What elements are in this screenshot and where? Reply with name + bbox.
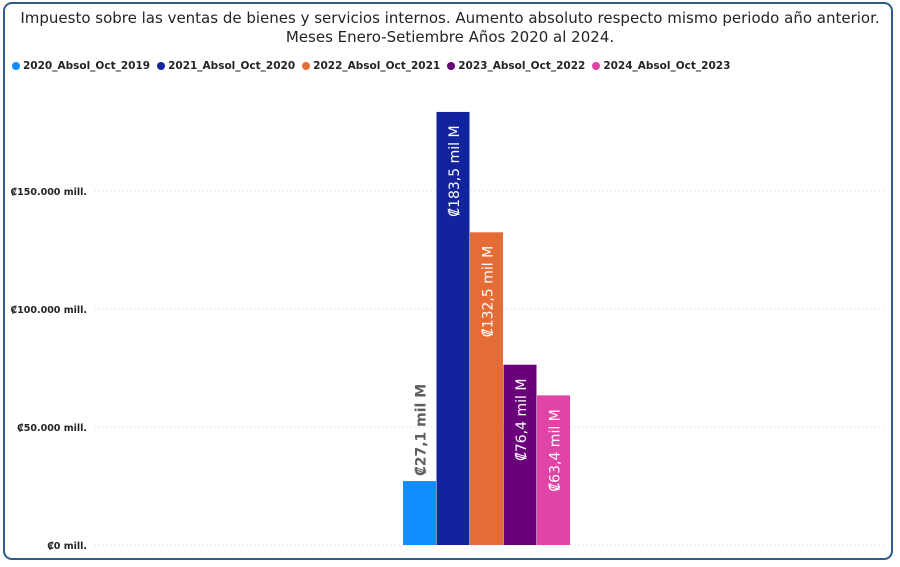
legend-label-1: 2020_Absol_Oct_2019 <box>23 60 151 72</box>
data-label-3: ₡132,5 mil M <box>481 246 497 337</box>
legend-item-1[interactable]: 2020_Absol_Oct_2019 <box>12 60 150 72</box>
chart-title: Impuesto sobre las ventas de bienes y se… <box>0 9 900 47</box>
legend-item-4[interactable]: 2023_Absol_Oct_2022 <box>447 60 585 72</box>
legend-item-2[interactable]: 2021_Absol_Oct_2020 <box>157 60 295 72</box>
legend-marker-3 <box>302 62 311 70</box>
y-tick-label-2: ₡50.000 mill. <box>17 423 87 434</box>
legend-label-4: 2023_Absol_Oct_2022 <box>458 60 586 72</box>
bar-2 <box>436 111 470 545</box>
legend-marker-1 <box>12 62 20 70</box>
chart-legend: 2020_Absol_Oct_2019 2021_Absol_Oct_2020 20… <box>12 58 737 74</box>
y-tick-label-3: ₡100.000 mill. <box>11 305 87 316</box>
data-label-5: ₡63,4 mil M <box>548 409 564 491</box>
data-label-2: ₡183,5 mil M <box>447 125 463 216</box>
data-label-1: ₡27,1 mil M <box>414 384 430 476</box>
legend-marker-2 <box>157 62 166 70</box>
legend-item-5[interactable]: 2024_Absol_Oct_2023 <box>592 60 730 72</box>
legend-label-2: 2021_Absol_Oct_2020 <box>168 60 296 72</box>
bar-3 <box>470 232 503 546</box>
legend-marker-5 <box>592 62 601 70</box>
legend-marker-4 <box>447 62 456 70</box>
legend-label-5: 2024_Absol_Oct_2023 <box>603 60 731 72</box>
legend-item-3[interactable]: 2022_Absol_Oct_2021 <box>302 60 440 72</box>
y-tick-label-4: ₡150.000 mill. <box>11 187 87 198</box>
data-label-4: ₡76,4 mil M <box>514 379 530 461</box>
y-tick-label-1: ₡0 mill. <box>47 541 87 552</box>
bar-1 <box>403 481 436 545</box>
legend-label-3: 2022_Absol_Oct_2021 <box>313 60 441 72</box>
bar-5 <box>537 395 570 545</box>
chart-title-line-1: Impuesto sobre las ventas de bienes y se… <box>20 9 880 27</box>
bar-4 <box>503 364 537 545</box>
chart-title-line-2: Meses Enero-Setiembre Años 2020 al 2024. <box>285 28 615 46</box>
